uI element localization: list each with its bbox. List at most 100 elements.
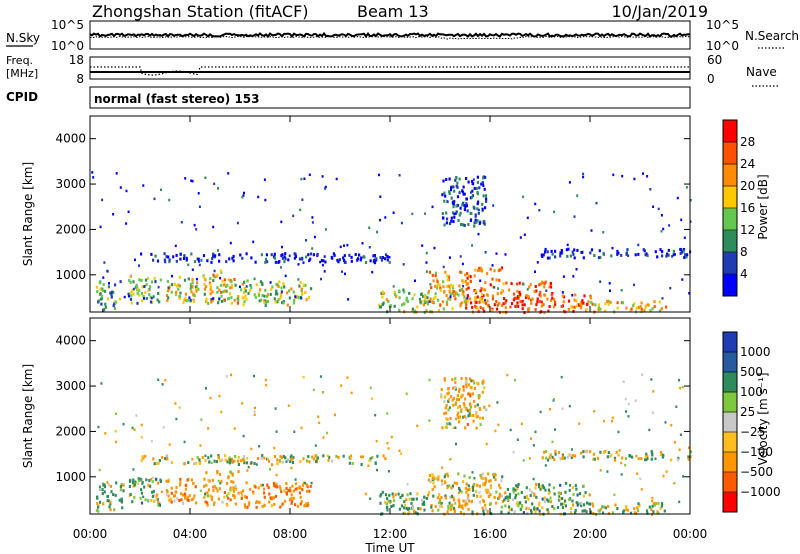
scatter-cell [483, 482, 486, 486]
scatter-cell [197, 257, 200, 261]
x-tick-label: 04:00 [173, 527, 208, 541]
scatter-cell [645, 509, 649, 513]
scatter-cell [274, 494, 278, 498]
scatter-cell-sparse [210, 461, 213, 465]
scatter-cell-sparse [104, 432, 107, 435]
scatter-cell [144, 498, 147, 502]
scatter-cell [476, 483, 479, 487]
scatter-cell [454, 401, 458, 405]
scatter-cell [322, 454, 325, 458]
scatter-cell [218, 259, 221, 263]
scatter-cell [682, 248, 686, 251]
scatter-cell [153, 276, 156, 280]
scatter-cell [292, 290, 295, 294]
scatter-cell-sparse [319, 375, 322, 378]
scatter-cell [479, 408, 482, 411]
scatter-cell-sparse [243, 191, 245, 195]
scatter-cell [308, 460, 311, 464]
scatter-cell [343, 258, 346, 262]
scatter-cell [636, 509, 639, 513]
scatter-cell [528, 285, 531, 289]
scatter-cell [516, 487, 519, 491]
scatter-cell [472, 493, 475, 497]
scatter-cell [196, 281, 199, 285]
scatter-cell [244, 289, 247, 293]
scatter-cell [291, 461, 295, 464]
scatter-cell [445, 403, 448, 407]
scatter-cell [315, 459, 318, 463]
scatter-cell [380, 258, 384, 262]
scatter-cell [223, 495, 226, 499]
scatter-cell [261, 504, 264, 508]
scatter-cell [455, 481, 458, 485]
scatter-cell [189, 287, 192, 291]
scatter-cell [118, 498, 121, 502]
scatter-cell [602, 450, 605, 454]
scatter-cell [166, 490, 169, 494]
scatter-cell [202, 275, 206, 279]
scatter-cell [157, 292, 160, 295]
scatter-cell [307, 455, 310, 459]
scatter-cell [458, 284, 461, 288]
scatter-cell [399, 495, 402, 499]
scatter-cell-sparse [313, 235, 316, 239]
scatter-cell-sparse [462, 190, 464, 194]
scatter-cell [440, 388, 443, 392]
scatter-cell-sparse [246, 457, 249, 460]
scatter-cell-sparse [493, 286, 496, 289]
scatter-cell [430, 286, 433, 290]
scatter-cell [554, 255, 557, 259]
scatter-cell [607, 302, 610, 306]
scatter-cell [106, 495, 109, 499]
scatter-cell [450, 486, 453, 490]
scatter-cell [443, 475, 446, 479]
scatter-cell [589, 450, 592, 454]
scatter-cell-sparse [608, 282, 611, 285]
scatter-cell [277, 297, 280, 301]
scatter-cell [203, 477, 206, 481]
scatter-cell [164, 457, 167, 461]
scatter-cell [446, 472, 449, 476]
freq-left-tick-top: 18 [69, 53, 84, 67]
scatter-cell-sparse [674, 253, 676, 256]
scatter-cell [469, 403, 472, 407]
scatter-cell [301, 257, 304, 261]
scatter-cell [580, 503, 583, 507]
scatter-cell-sparse [269, 468, 271, 471]
scatter-cell [167, 479, 170, 483]
scatter-cell [546, 458, 550, 462]
scatter-cell [280, 290, 283, 294]
scatter-cell [473, 206, 476, 210]
scatter-cell [168, 260, 171, 264]
scatter-cell [464, 426, 467, 430]
scatter-cell [231, 283, 234, 287]
scatter-cell [625, 306, 628, 310]
scatter-cell [446, 510, 449, 514]
scatter-cell [133, 496, 136, 500]
scatter-cell [570, 305, 573, 309]
scatter-cell [222, 290, 225, 294]
scatter-cell [593, 457, 596, 461]
scatter-cell [141, 285, 144, 289]
scatter-cell [234, 486, 237, 490]
scatter-cell [454, 377, 457, 381]
scatter-cell [249, 284, 252, 287]
scatter-cell [488, 479, 491, 483]
scatter-cell [451, 398, 454, 402]
scatter-cell [640, 307, 643, 311]
scatter-cell-sparse [339, 245, 342, 249]
scatter-cell [389, 304, 393, 308]
scatter-cell [152, 499, 156, 503]
scatter-cell [360, 256, 363, 260]
scatter-cell [228, 461, 231, 465]
scatter-cell [448, 422, 451, 426]
scatter-cell [616, 507, 619, 510]
scatter-cell [484, 407, 488, 411]
scatter-cell [102, 288, 105, 292]
scatter-cell [373, 254, 376, 257]
scatter-cell [208, 460, 211, 464]
scatter-cell [469, 377, 472, 381]
scatter-cell [451, 284, 454, 288]
scatter-cell-sparse [466, 296, 469, 300]
scatter-cell-sparse [210, 298, 213, 301]
